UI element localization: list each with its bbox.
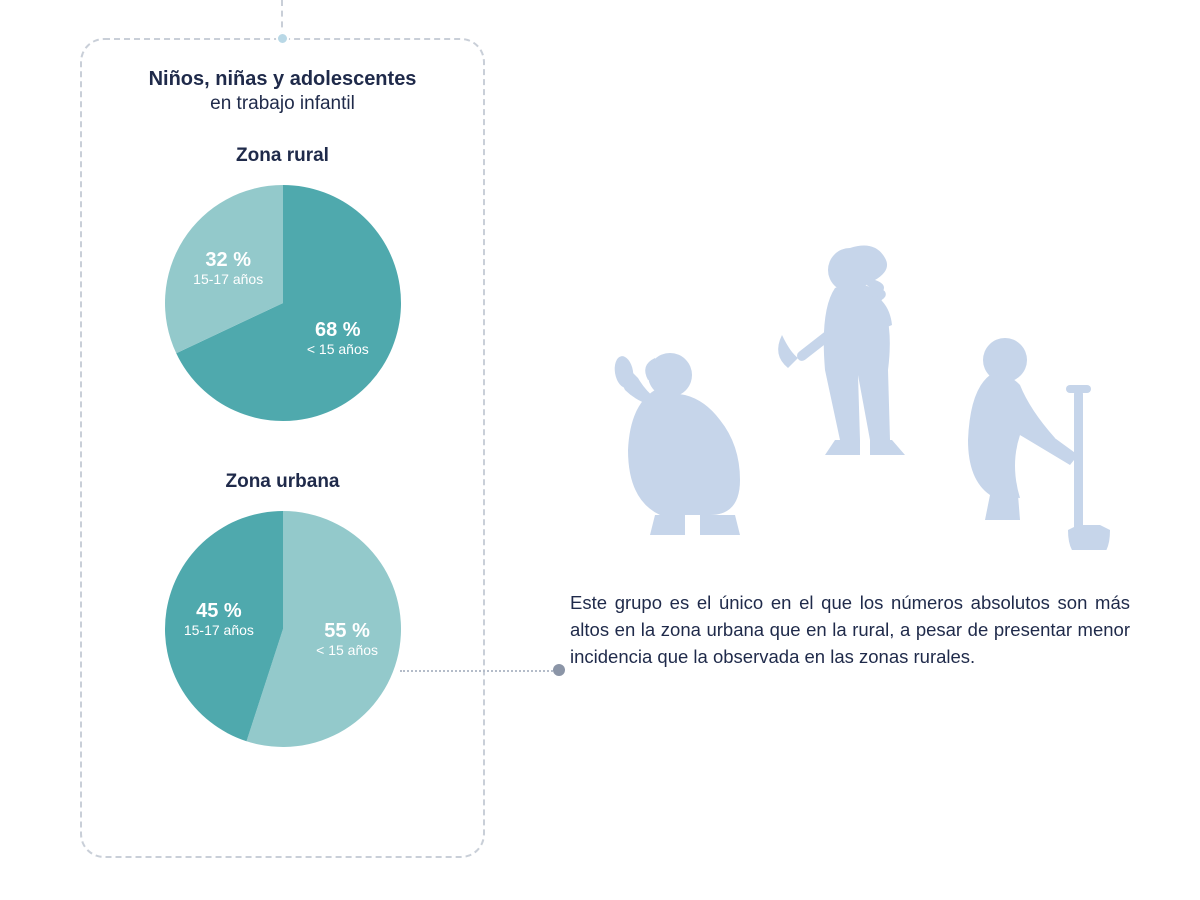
description-connector-dot [553,664,565,676]
pie-label-sub-lt15: < 15 años [316,642,378,658]
pie-label-sub-15_17: 15-17 años [193,271,263,287]
pie-label-pct-15_17: 32 % [205,249,251,271]
pie-chart-rural: 68 %< 15 años 32 %15-17 años [102,183,463,423]
children-silhouette-icon [580,230,1120,550]
pie-chart-urbana: 55 %< 15 años 45 %15-17 años [102,509,463,749]
top-connector-dot [276,32,289,45]
charts-panel: Niños, niñas y adolescentes en trabajo i… [80,38,485,858]
panel-title: Niños, niñas y adolescentes [102,68,463,91]
description-text: Este grupo es el único en el que los núm… [570,590,1130,670]
pie-label-pct-15_17: 45 % [196,600,242,622]
pie-label-pct-lt15: 68 % [315,319,361,341]
description-connector-line [400,670,560,672]
right-column: Este grupo es el único en el que los núm… [570,0,1130,900]
panel-subtitle: en trabajo infantil [102,93,463,115]
zone-title-rural: Zona rural [102,145,463,167]
pie-label-pct-lt15: 55 % [324,620,370,642]
zone-title-urbana: Zona urbana [102,471,463,493]
pie-label-sub-lt15: < 15 años [306,341,368,357]
pie-label-sub-15_17: 15-17 años [183,622,253,638]
